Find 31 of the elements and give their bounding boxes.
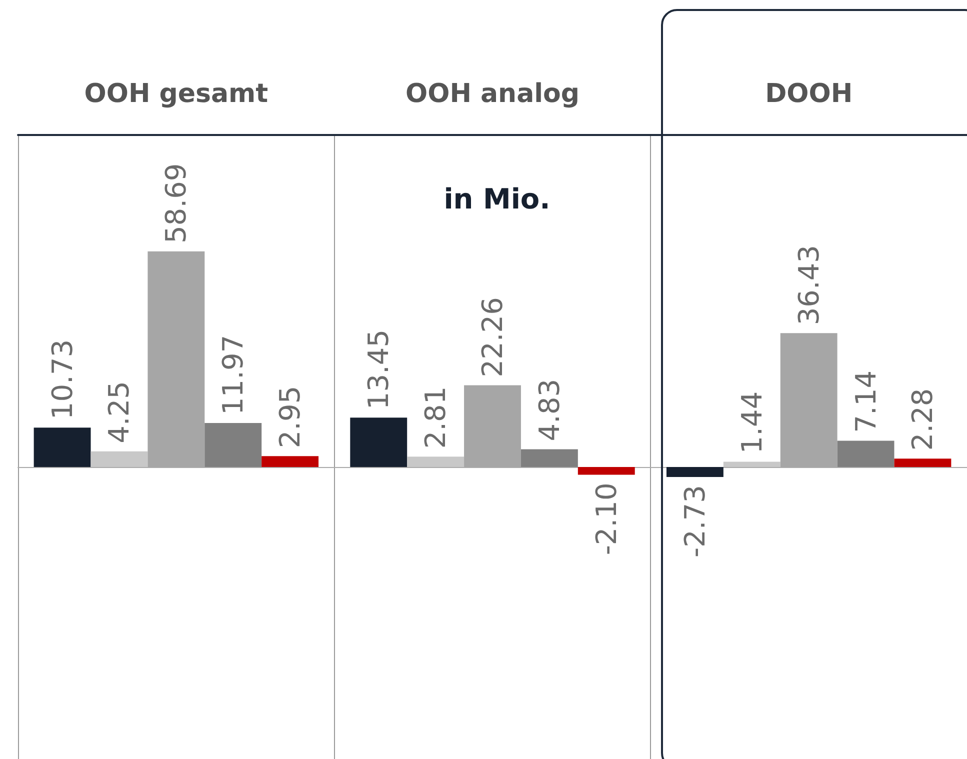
bar <box>407 456 464 467</box>
x-tick-label: OOH gesamt <box>84 79 268 109</box>
bar <box>262 456 319 467</box>
chart-subtitle: in Mio. <box>444 182 550 216</box>
data-label: 2.28 <box>906 388 940 451</box>
data-label: 13.45 <box>362 329 396 410</box>
bar <box>350 418 408 467</box>
bar <box>837 440 894 467</box>
data-label: 11.97 <box>216 334 250 416</box>
data-label: 22.26 <box>476 297 509 378</box>
data-label: 58.69 <box>160 163 193 244</box>
data-label: 36.43 <box>792 245 826 326</box>
bar <box>520 449 578 467</box>
bar <box>90 451 148 467</box>
x-tick-label: OOH analog <box>405 79 580 109</box>
data-label: 7.14 <box>849 370 882 433</box>
x-tick-label: DOOH <box>765 79 853 109</box>
data-label: 2.95 <box>274 386 307 448</box>
data-label: 10.73 <box>46 339 79 420</box>
data-label: -2.10 <box>590 482 623 556</box>
bar <box>723 462 780 467</box>
data-label: 4.83 <box>532 378 566 442</box>
data-label: 2.81 <box>419 386 452 449</box>
bar <box>34 428 91 467</box>
data-label: 1.44 <box>735 391 768 454</box>
bar <box>578 467 635 475</box>
data-label: 4.25 <box>102 381 136 444</box>
data-label: -2.73 <box>678 485 712 558</box>
bar <box>204 423 262 467</box>
bar <box>666 467 724 478</box>
bar <box>894 458 952 467</box>
